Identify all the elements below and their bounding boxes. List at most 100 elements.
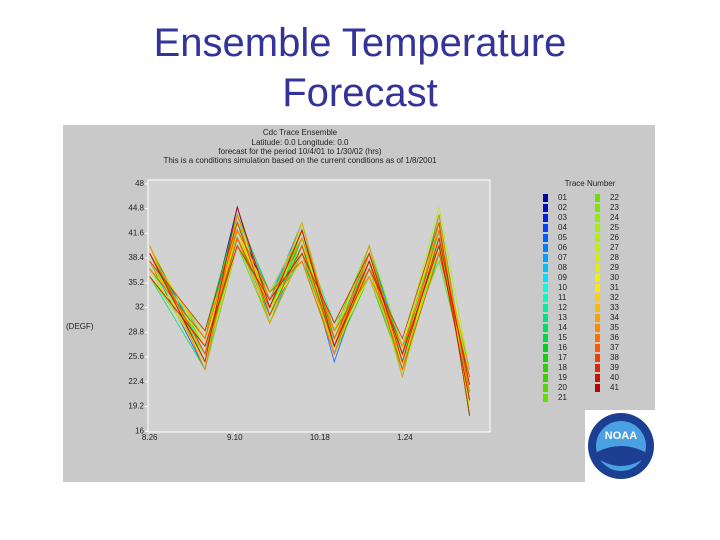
legend-swatch [543, 234, 548, 242]
legend-label: 29 [610, 263, 619, 272]
legend-swatch [595, 264, 600, 272]
x-tick-label: 8.26 [142, 433, 158, 442]
legend-swatch [595, 324, 600, 332]
legend-swatch [595, 194, 600, 202]
legend-label: 11 [558, 293, 567, 302]
y-axis-label: (DEGF) [66, 322, 94, 331]
legend-swatch [595, 314, 600, 322]
legend-label: 09 [558, 273, 567, 282]
legend-label: 26 [610, 233, 619, 242]
legend-swatch [595, 304, 600, 312]
legend-label: 32 [610, 293, 619, 302]
legend-swatch [595, 284, 600, 292]
legend-label: 03 [558, 213, 567, 222]
legend-label: 30 [610, 273, 619, 282]
y-tick-label: 48 [135, 179, 144, 188]
legend-swatch [595, 244, 600, 252]
legend-swatch [595, 344, 600, 352]
legend-swatch [543, 294, 548, 302]
legend-swatch [543, 244, 548, 252]
legend-swatch [595, 274, 600, 282]
legend-label: 40 [610, 373, 619, 382]
trace-line [149, 221, 471, 416]
legend-swatch [595, 374, 600, 382]
trace-line [149, 205, 471, 401]
legend-swatch [543, 264, 548, 272]
legend-label: 31 [610, 283, 619, 292]
legend-swatch [543, 204, 548, 212]
y-tick-label: 38.4 [128, 253, 144, 262]
legend-swatch [543, 384, 548, 392]
legend-label: 27 [610, 243, 619, 252]
legend-label: 28 [610, 253, 619, 262]
legend-label: 07 [558, 253, 567, 262]
legend-swatch [543, 374, 548, 382]
y-tick-label: 41.6 [128, 228, 144, 237]
legend-label: 39 [610, 363, 619, 372]
x-tick-label: 10.18 [310, 433, 331, 442]
y-tick-label: 44.8 [128, 204, 144, 213]
legend-swatch [595, 204, 600, 212]
legend-swatch [543, 334, 548, 342]
legend-swatch [543, 304, 548, 312]
legend-swatch [595, 234, 600, 242]
legend-swatch [543, 324, 548, 332]
legend-label: 21 [558, 393, 567, 402]
y-tick-label: 25.6 [128, 352, 144, 361]
legend-label: 13 [558, 313, 567, 322]
legend-label: 04 [558, 223, 567, 232]
legend-swatch [595, 354, 600, 362]
chart-title: Cdc Trace Ensemble [263, 128, 338, 137]
chart-subtitle: This is a conditions simulation based on… [163, 156, 437, 165]
legend-swatch [543, 274, 548, 282]
legend-swatch [543, 224, 548, 232]
legend-label: 16 [558, 343, 567, 352]
legend-swatch [595, 224, 600, 232]
legend-label: 35 [610, 323, 619, 332]
legend-label: 20 [558, 383, 567, 392]
y-tick-label: 22.4 [128, 377, 144, 386]
y-tick-label: 35.2 [128, 278, 144, 287]
legend-swatch [543, 394, 548, 402]
legend-label: 38 [610, 353, 619, 362]
legend-swatch [543, 284, 548, 292]
chart-subtitle: Latitude: 0.0 Longitude: 0.0 [252, 138, 350, 147]
legend-label: 24 [610, 213, 619, 222]
legend-label: 15 [558, 333, 567, 342]
legend-swatch [595, 364, 600, 372]
legend-label: 14 [558, 323, 567, 332]
legend-label: 12 [558, 303, 567, 312]
slide-title: Ensemble Temperature Forecast [153, 21, 567, 115]
legend-label: 18 [558, 363, 567, 372]
legend-title: Trace Number [565, 179, 616, 188]
legend-label: 08 [558, 263, 567, 272]
y-tick-label: 19.2 [128, 402, 144, 411]
x-tick-label: 1.24 [397, 433, 413, 442]
logo-label: NOAA [605, 430, 637, 442]
legend-swatch [543, 364, 548, 372]
legend-swatch [543, 354, 548, 362]
legend-label: 02 [558, 203, 567, 212]
legend-label: 34 [610, 313, 619, 322]
logo: NOAA [585, 410, 657, 482]
legend-label: 33 [610, 303, 619, 312]
logo-bird [597, 446, 645, 466]
legend-label: 17 [558, 353, 567, 362]
legend-swatch [595, 334, 600, 342]
legend-label: 05 [558, 233, 567, 242]
legend-label: 06 [558, 243, 567, 252]
legend-swatch [543, 314, 548, 322]
legend-swatch [543, 254, 548, 262]
legend-swatch [543, 344, 548, 352]
legend-swatch [543, 214, 548, 222]
legend-label: 10 [558, 283, 567, 292]
y-tick-label: 32 [135, 303, 144, 312]
legend-label: 23 [610, 203, 619, 212]
legend-label: 36 [610, 333, 619, 342]
legend-swatch [595, 294, 600, 302]
legend-label: 37 [610, 343, 619, 352]
legend-label: 22 [610, 193, 619, 202]
chart-subtitle: forecast for the period 10/4/01 to 1/30/… [218, 147, 382, 156]
